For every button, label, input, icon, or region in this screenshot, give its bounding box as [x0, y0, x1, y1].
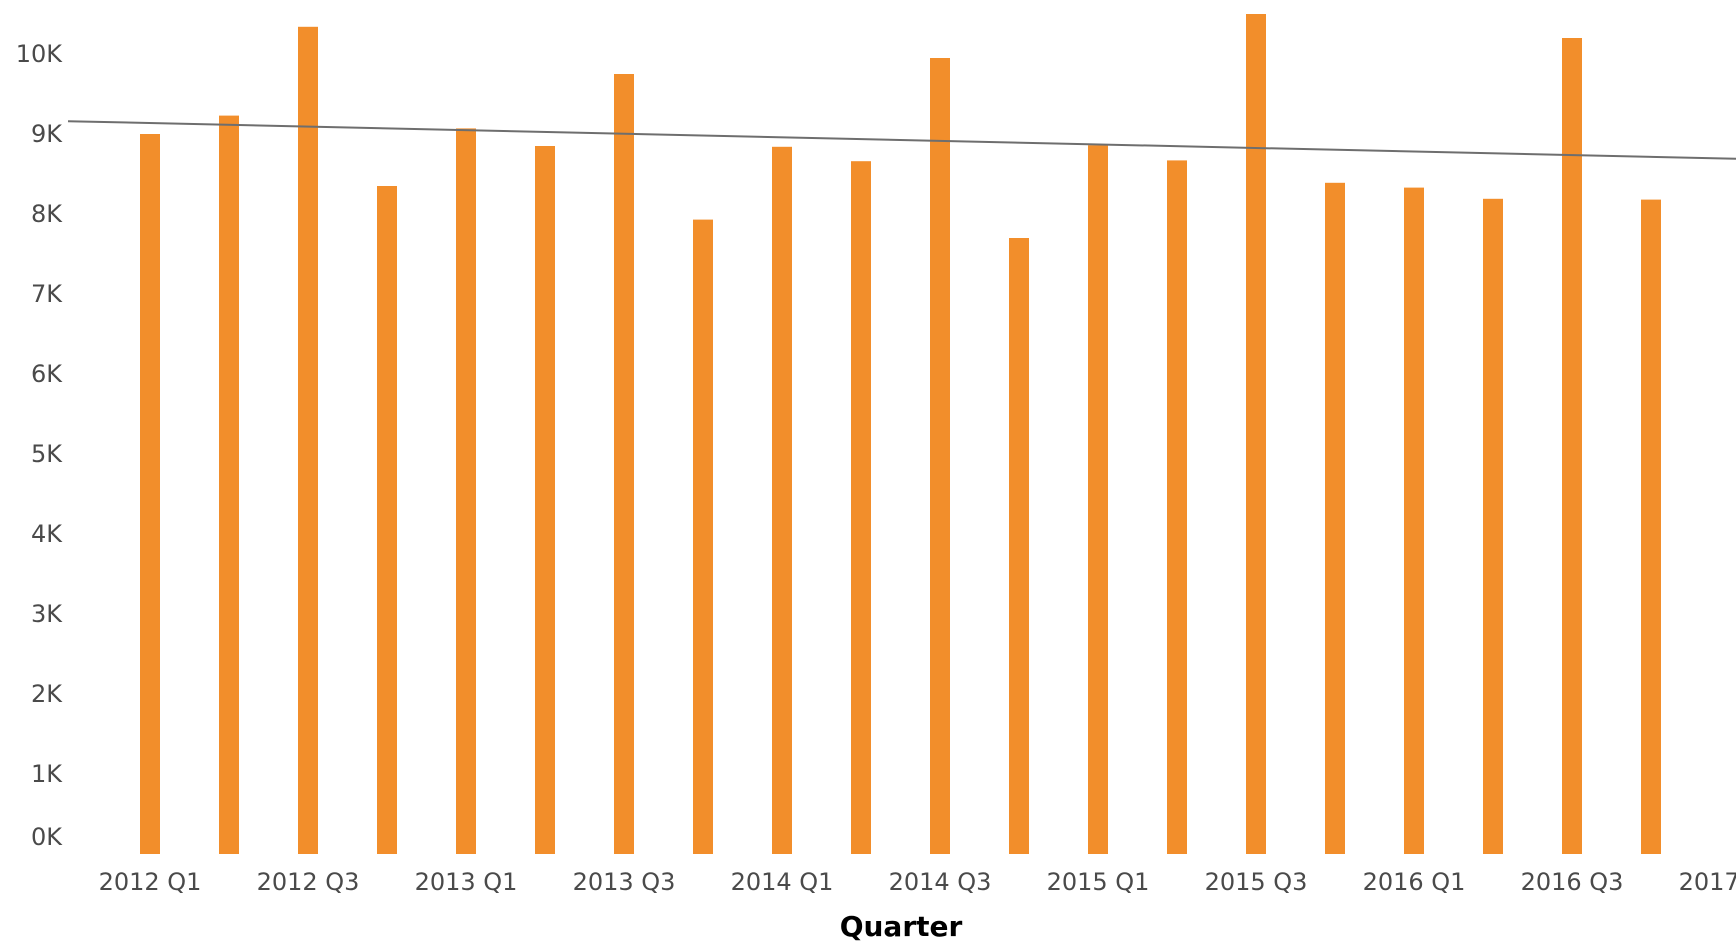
y-tick-label-2k: 2K — [31, 680, 63, 708]
x-tick-label-2016-q1: 2016 Q1 — [1363, 868, 1466, 896]
trend-line — [67, 120, 1736, 160]
bar-2014-q1 — [772, 146, 792, 855]
y-tick-label-10k: 10K — [16, 40, 64, 68]
bar-2016-q2 — [1483, 198, 1503, 855]
x-tick-label-2013-q3: 2013 Q3 — [573, 868, 676, 896]
bar-2013-q1 — [456, 128, 476, 854]
x-axis-title: Quarter — [840, 910, 963, 943]
bar-2016-q1 — [1404, 187, 1424, 855]
bar-2014-q2 — [851, 161, 871, 854]
y-tick-label-8k: 8K — [31, 200, 63, 228]
bar-2016-q4 — [1641, 199, 1661, 855]
y-tick-label-6k: 6K — [31, 360, 63, 388]
y-tick-label-7k: 7K — [31, 280, 63, 308]
bar-2012-q1 — [140, 134, 160, 854]
y-tick-label-9k: 9K — [31, 120, 63, 148]
bar-2014-q4 — [1009, 238, 1029, 854]
bar-2015-q2 — [1167, 160, 1187, 854]
x-tick-label-2016-q3: 2016 Q3 — [1521, 868, 1624, 896]
bar-2015-q3 — [1246, 14, 1266, 854]
y-tick-label-4k: 4K — [31, 520, 63, 548]
x-axis-ticks: 2012 Q1 2012 Q3 2013 Q1 2013 Q3 2014 Q1 2014 … — [99, 868, 1736, 896]
bar-2012-q2 — [219, 115, 239, 855]
bar-2016-q3 — [1562, 38, 1582, 854]
y-tick-label-5k: 5K — [31, 440, 63, 468]
x-tick-label-2017-q1: 2017 Q1 — [1679, 868, 1736, 896]
bar-2012-q4 — [377, 186, 397, 854]
x-tick-label-2012-q3: 2012 Q3 — [257, 868, 360, 896]
x-tick-label-2015-q3: 2015 Q3 — [1205, 868, 1308, 896]
bar-2013-q4 — [693, 219, 713, 855]
bar-2014-q3 — [930, 58, 950, 854]
y-tick-label-3k: 3K — [31, 600, 63, 628]
bar-2012-q3 — [298, 26, 318, 855]
bar-2015-q4 — [1325, 182, 1345, 855]
y-axis-ticks: 0K 1K 2K 3K 4K 5K 6K 7K 8K 9K 10K — [16, 40, 64, 851]
y-tick-label-1k: 1K — [31, 760, 63, 788]
x-tick-label-2014-q3: 2014 Q3 — [889, 868, 992, 896]
x-tick-label-2012-q1: 2012 Q1 — [99, 868, 202, 896]
bar-2013-q3 — [614, 74, 634, 854]
y-tick-label-0k: 0K — [31, 823, 63, 851]
x-tick-label-2014-q1: 2014 Q1 — [731, 868, 834, 896]
bar-2013-q2 — [535, 146, 555, 854]
x-tick-label-2013-q1: 2013 Q1 — [415, 868, 518, 896]
bar-series — [140, 14, 1661, 855]
x-tick-label-2015-q1: 2015 Q1 — [1047, 868, 1150, 896]
bar-2015-q1 — [1088, 145, 1108, 854]
